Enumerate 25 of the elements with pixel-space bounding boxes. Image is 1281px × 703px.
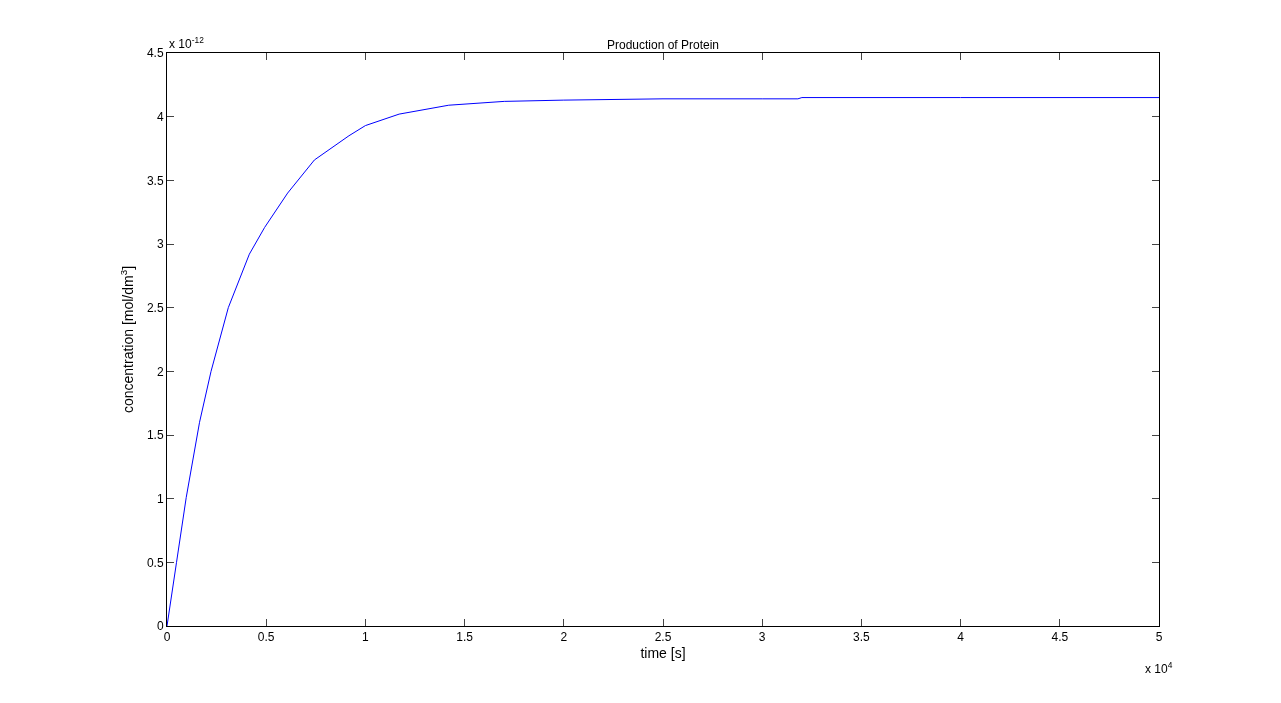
- y-tick-label: 4: [156, 109, 164, 124]
- x-tick-label: 1: [362, 630, 370, 645]
- x-tick-label: 5: [1155, 630, 1163, 645]
- y-tick-label: 2: [156, 364, 164, 379]
- y-tick-label: 3.5: [146, 173, 164, 188]
- y-tick-label: 1: [156, 491, 164, 506]
- y-tick-label: 3: [156, 237, 164, 252]
- y-tick-label: 1.5: [146, 428, 164, 443]
- x-tick-label: 1.5: [456, 630, 474, 645]
- x-tick-label: 4.5: [1051, 630, 1069, 645]
- x-tick-label: 4: [957, 630, 965, 645]
- x-tick-label: 0.5: [257, 630, 275, 645]
- x-tick-label: 2: [560, 630, 568, 645]
- y-tick-label: 2.5: [146, 300, 164, 315]
- y-tick-label: 0.5: [146, 555, 164, 570]
- y-tick-label: 0: [156, 619, 164, 634]
- text: x 10$^{-12}$: [169, 35, 205, 52]
- text: x 10$^{4}$: [1145, 660, 1173, 677]
- y-tick-label: 4.5: [146, 46, 164, 61]
- chart-title: Production of Protein: [606, 38, 720, 52]
- line-series: [167, 97, 1159, 626]
- x-tick-label: 2.5: [654, 630, 672, 645]
- x-tick-label: 3: [758, 630, 766, 645]
- x-axis-title: time [s]: [640, 644, 686, 661]
- x-tick-label: 3.5: [853, 630, 871, 645]
